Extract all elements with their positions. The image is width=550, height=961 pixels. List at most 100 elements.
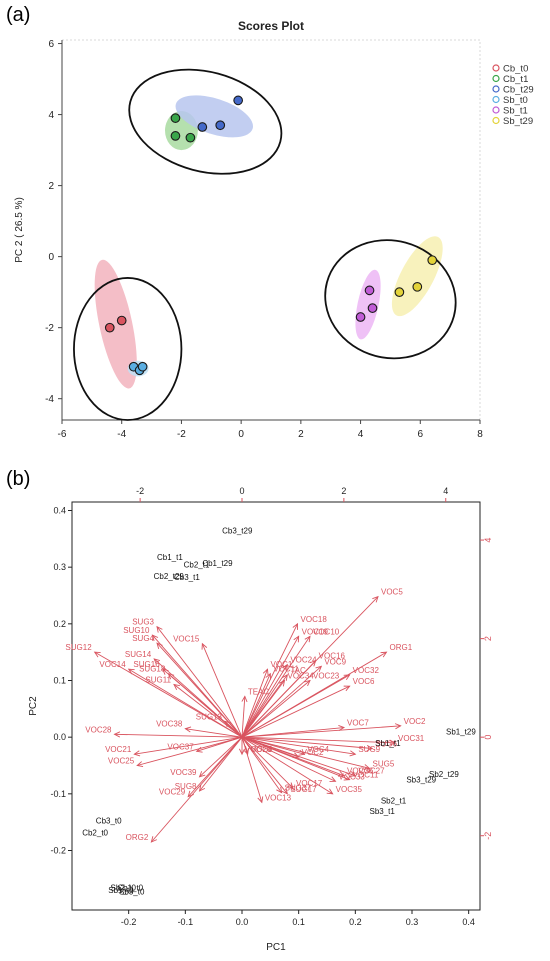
- x-tick-label: -6: [58, 429, 67, 440]
- loading-arrow: [224, 720, 243, 738]
- loading-arrow: [241, 736, 396, 744]
- right-y-tick-label: 0: [483, 735, 493, 740]
- x-axis-label: PC1: [266, 942, 286, 953]
- loading-label: VOC5: [381, 588, 403, 597]
- loading-label: VOC21: [105, 745, 132, 754]
- loading-arrowhead: [282, 663, 288, 671]
- point-sb-t29: [412, 281, 423, 292]
- loading-arrowhead: [304, 635, 311, 643]
- cluster-ellipse-3: [324, 239, 457, 360]
- x-tick-label: -0.1: [178, 917, 194, 927]
- loading-arrowhead: [372, 595, 379, 603]
- point-cb-t29: [197, 122, 208, 132]
- loading-arrow: [137, 736, 243, 766]
- loading-label: VOC39: [170, 768, 197, 777]
- loading-arrow: [199, 736, 243, 792]
- x-tick-label: 0.2: [349, 917, 362, 927]
- loading-label: SUG37: [285, 784, 312, 793]
- point-cb-t1: [170, 113, 181, 123]
- loading-arrowhead: [156, 642, 163, 649]
- loading-arrowhead: [343, 774, 351, 781]
- sample-label: Sb1_t29: [446, 728, 476, 737]
- loading-arrowhead: [241, 695, 248, 703]
- loading-arrowhead: [293, 635, 300, 643]
- panel-b-label: (b): [6, 468, 31, 490]
- loading-arrow: [241, 636, 300, 738]
- x-tick-label: 0.0: [236, 917, 249, 927]
- loading-arrow: [199, 736, 243, 778]
- loading-arrowhead: [276, 786, 283, 794]
- loading-arrowhead: [349, 750, 357, 757]
- loading-arrow: [241, 736, 333, 795]
- point-cb-t29: [233, 95, 244, 106]
- loading-label: VOC17: [296, 779, 323, 788]
- loading-arrowhead: [195, 746, 203, 753]
- y-axis-label: PC2: [28, 696, 39, 716]
- loading-arrowhead: [366, 745, 374, 752]
- loading-label: VOC33: [339, 772, 366, 781]
- loading-label: SUG14: [125, 650, 152, 659]
- loading-arrowhead: [257, 796, 264, 804]
- loading-label: VOC29: [159, 788, 186, 797]
- loading-label: SUG16: [133, 660, 160, 669]
- y-tick-label: 0.2: [53, 619, 66, 629]
- loading-label: SUG11: [145, 675, 171, 684]
- loading-arrow: [168, 673, 243, 738]
- loading-label: VOC18: [301, 615, 328, 624]
- point-sb-t0: [137, 361, 148, 372]
- loading-arrowhead: [262, 668, 269, 676]
- loading-arrow: [241, 736, 283, 793]
- loading-arrow: [241, 736, 288, 795]
- sample-label: Cb3_t0: [96, 816, 122, 825]
- loading-arrowhead: [156, 625, 163, 633]
- loading-arrowhead: [349, 771, 357, 777]
- x-tick-label: 0.1: [292, 917, 305, 927]
- loading-label: SUG8: [175, 782, 197, 791]
- y-tick-label: 0.4: [53, 506, 66, 516]
- loading-arrowhead: [173, 683, 180, 691]
- loading-label: SUG17: [290, 785, 317, 794]
- loading-arrowhead: [304, 679, 311, 687]
- loading-label: VOC19: [302, 627, 329, 636]
- loading-arrowhead: [198, 785, 206, 792]
- loading-label: VOC6: [353, 677, 375, 686]
- cluster-ellipse-2: [73, 277, 183, 421]
- loading-label: VOC11: [273, 665, 299, 674]
- cluster-ellipse-1: [128, 68, 283, 175]
- loading-label: VOC7: [347, 719, 369, 728]
- chart-title: Scores Plot: [238, 19, 304, 33]
- loading-arrow: [241, 685, 350, 738]
- loading-arrow: [241, 737, 263, 803]
- legend-label-sb-t1: Sb_t1: [503, 106, 528, 117]
- x-tick-label: -4: [117, 429, 126, 440]
- scores-plot-chart: Scores Plot -6 -4 -2 0 2 4 6 8 -4 -2 0 2 4 6 PC 2 ( 26.…: [14, 19, 534, 440]
- loading-arrowhead: [363, 764, 371, 771]
- loading-arrowhead: [380, 651, 388, 658]
- loading-label: SUG18: [139, 665, 166, 674]
- loading-label: ORG2: [126, 833, 149, 842]
- point-sb-t29: [394, 287, 405, 297]
- y-tick-label: 2: [48, 181, 54, 192]
- sample-label: Sb3_t29: [406, 776, 436, 785]
- biplot-frame: [71, 501, 481, 911]
- loading-arrowhead: [343, 685, 351, 692]
- y-tick-label: -4: [45, 394, 54, 405]
- loading-arrowhead: [151, 634, 159, 642]
- point-sb-t1: [367, 303, 378, 313]
- loading-arrow: [241, 696, 246, 738]
- loading-label: VOC2: [404, 717, 426, 726]
- point-cb-t1: [170, 131, 181, 141]
- loading-arrowhead: [167, 673, 175, 680]
- sample-label: Sb3_t1: [370, 807, 396, 816]
- loading-arrow: [185, 728, 243, 738]
- loading-label: SUG6: [375, 740, 397, 749]
- loading-arrow: [241, 680, 311, 738]
- right-y-tick-label: 2: [483, 636, 493, 641]
- loading-arrow: [150, 736, 243, 843]
- y-tick-label: 6: [48, 39, 54, 50]
- sample-label: Cb2_t29: [154, 572, 185, 581]
- loading-arrow: [241, 660, 316, 738]
- loading-arrowhead: [326, 788, 334, 795]
- loading-label: TEAC: [248, 687, 270, 696]
- loading-arrowhead: [389, 739, 397, 746]
